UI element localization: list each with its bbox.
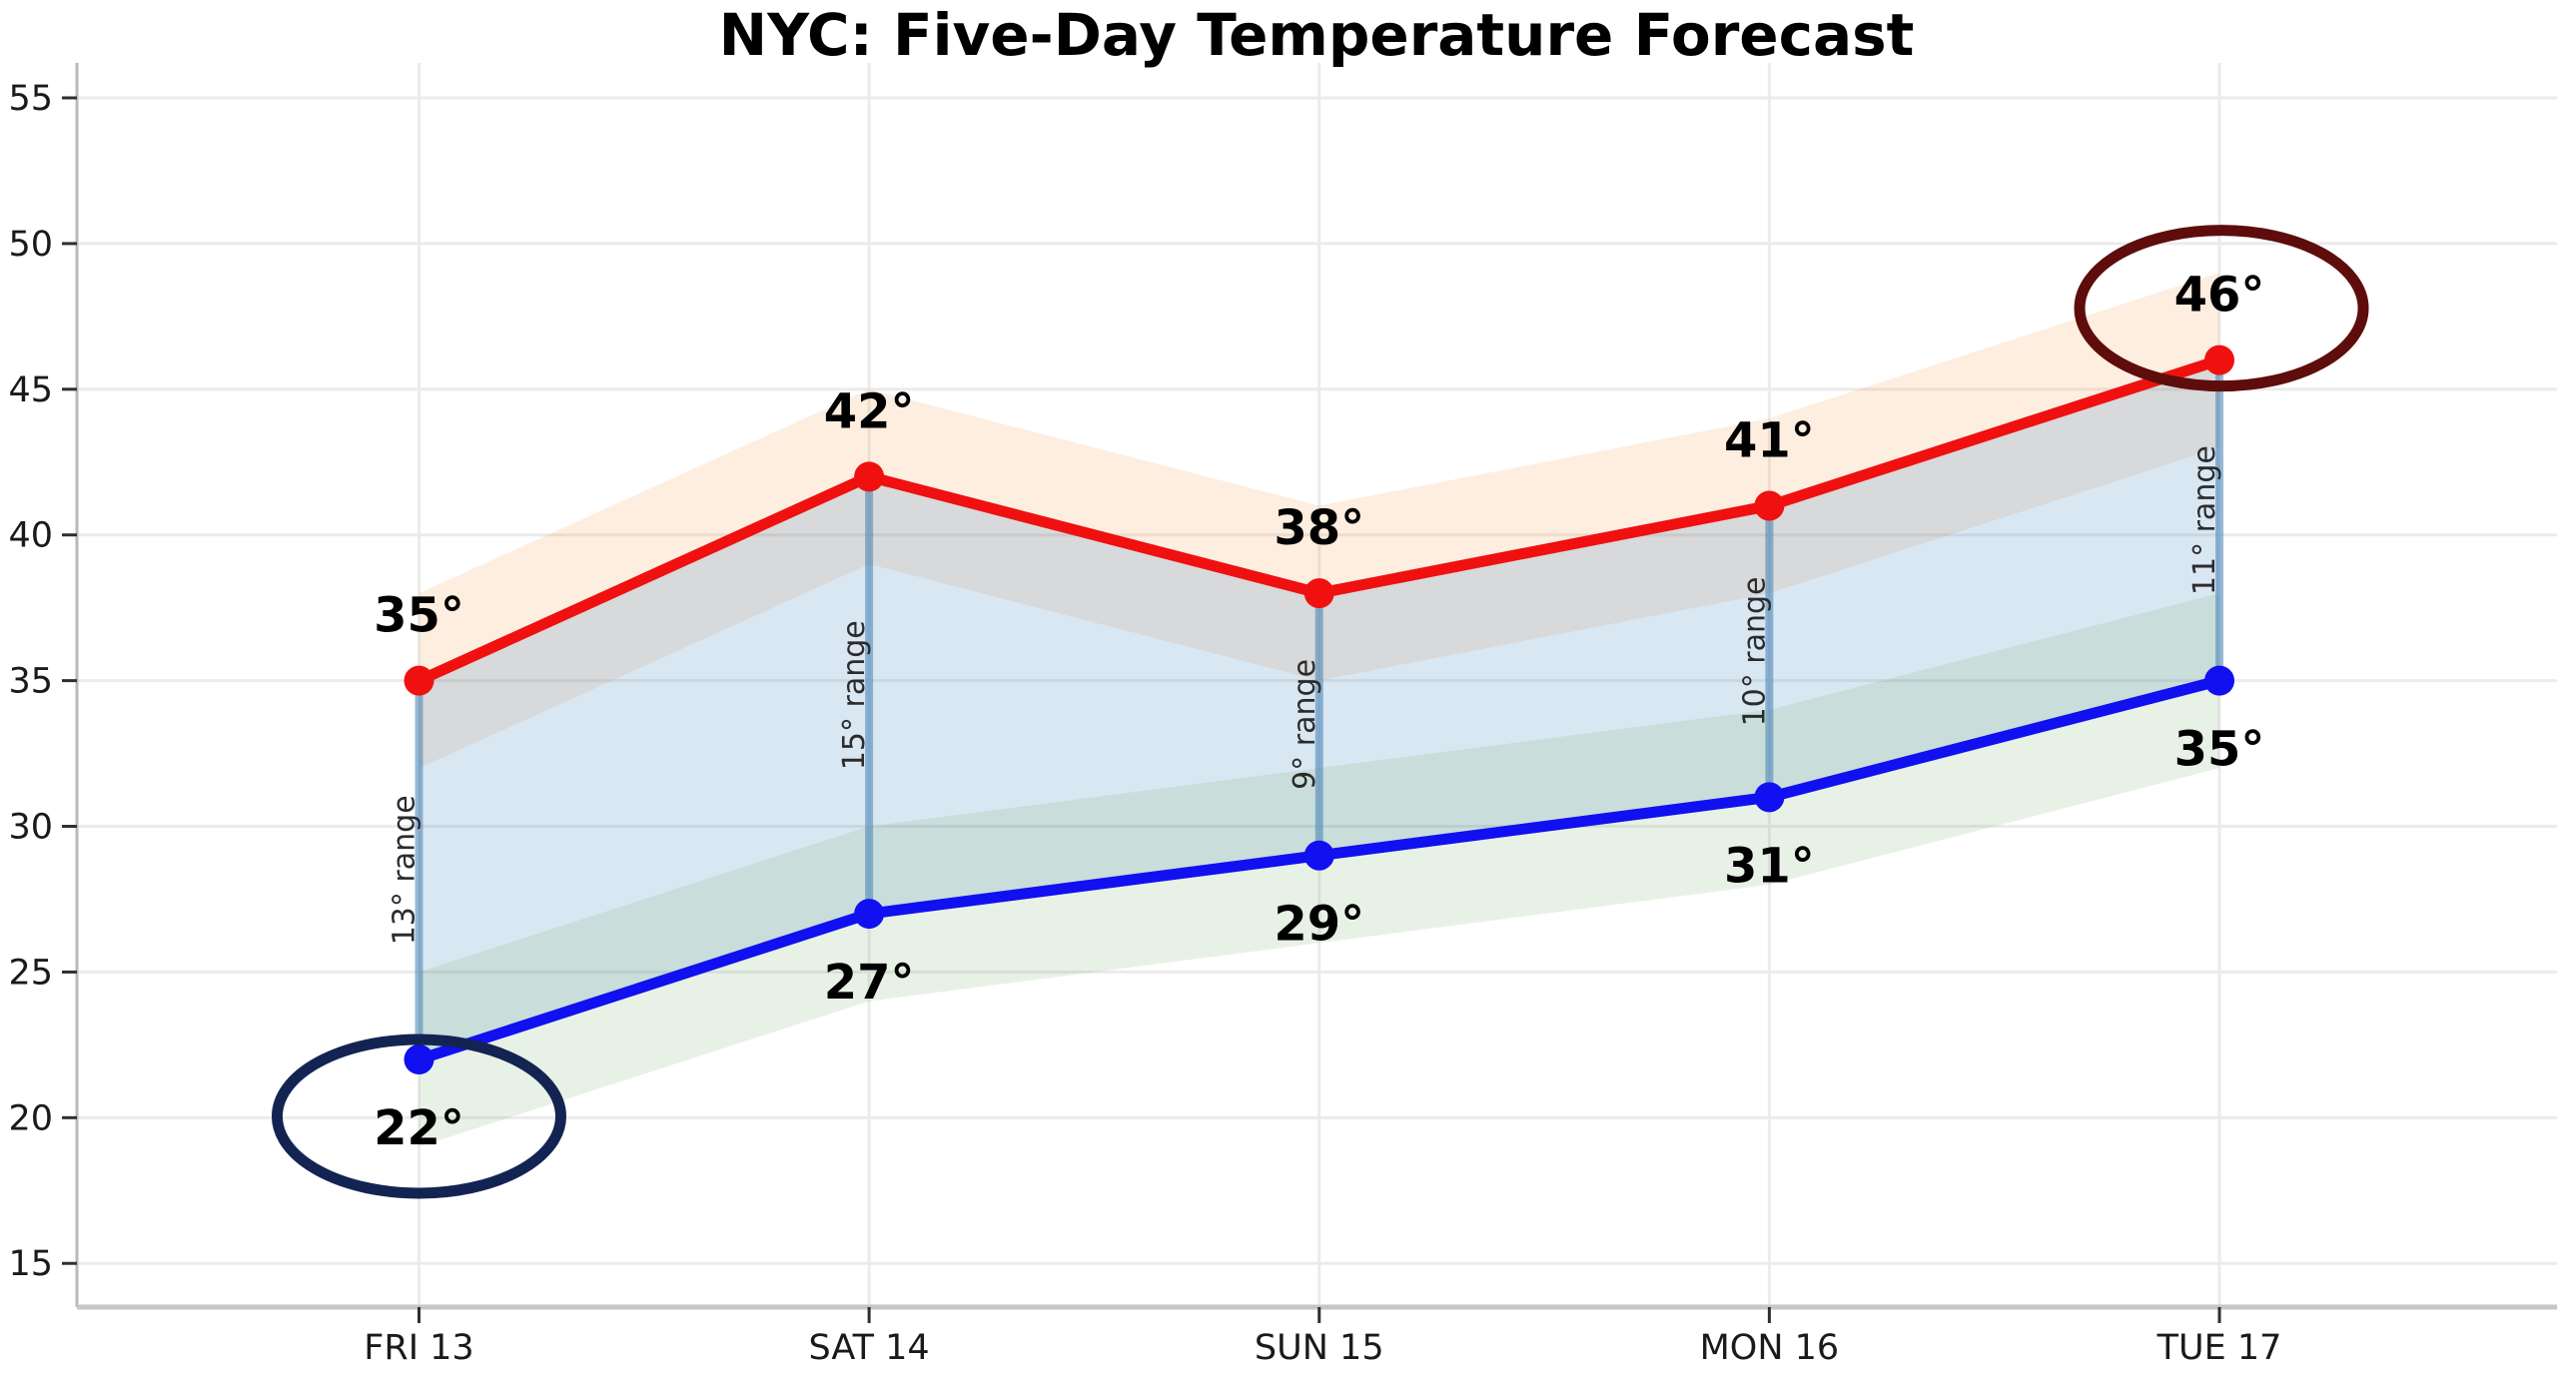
range-connectors: 13° range 15° range 9° range 10° range 11° r… <box>387 359 2224 1059</box>
range-label: 9° range <box>1288 659 1322 790</box>
data-point-markers <box>404 344 2235 1074</box>
y-tick-label: 15 <box>8 1244 53 1284</box>
low-highlight-ellipse <box>271 1034 566 1199</box>
y-tick-label: 30 <box>8 808 53 848</box>
high-uncertainty-band <box>419 273 2220 769</box>
value-labels: 35° 42° 38° 41° 46° 22° 27° 29° 31° 35° <box>374 268 2264 1156</box>
low-point-marker <box>1303 840 1334 871</box>
low-value-label: 31° <box>1724 838 1815 894</box>
high-point-marker <box>1754 490 1785 521</box>
x-tick-label: FRI 13 <box>364 1328 473 1368</box>
x-tick-label: SUN 15 <box>1255 1328 1384 1368</box>
low-value-label: 29° <box>1274 897 1364 953</box>
x-tick-label: TUE 17 <box>2156 1328 2282 1368</box>
high-value-label: 35° <box>374 588 464 644</box>
high-point-marker <box>404 665 434 696</box>
y-tick-label: 25 <box>8 953 53 993</box>
low-point-marker <box>854 899 885 930</box>
high-value-label: 46° <box>2174 268 2265 324</box>
low-value-label: 22° <box>374 1100 464 1156</box>
low-point-marker <box>404 1043 434 1074</box>
chart-title: NYC: Five-Day Temperature Forecast <box>719 1 1915 69</box>
range-label: 13° range <box>387 795 422 945</box>
x-tick-label: SAT 14 <box>809 1328 930 1368</box>
y-tick-label: 45 <box>8 370 53 410</box>
low-value-label: 35° <box>2174 722 2265 778</box>
high-value-label: 41° <box>1724 413 1815 469</box>
range-label: 15° range <box>837 620 872 770</box>
y-tick-label: 50 <box>8 225 53 265</box>
axes: 15 20 25 30 35 40 45 50 55 FRI 13 SAT 14 SUN 15 MON … <box>8 63 2557 1368</box>
high-point-marker <box>2204 344 2235 375</box>
range-label: 10° range <box>1737 576 1772 726</box>
low-point-marker <box>1754 782 1785 813</box>
x-tick-label: MON 16 <box>1700 1328 1840 1368</box>
high-point-marker <box>1303 578 1334 609</box>
y-tick-label: 40 <box>8 516 53 556</box>
high-point-marker <box>854 461 885 492</box>
range-label: 11° range <box>2187 445 2222 595</box>
y-tick-label: 20 <box>8 1098 53 1138</box>
high-value-label: 38° <box>1274 500 1364 556</box>
y-tick-label: 35 <box>8 662 53 702</box>
high-highlight-ellipse <box>2074 225 2369 392</box>
high-value-label: 42° <box>824 383 915 439</box>
low-value-label: 27° <box>824 955 915 1011</box>
low-point-marker <box>2204 665 2235 696</box>
y-tick-label: 55 <box>8 79 53 119</box>
highlight-annotations <box>271 225 2369 1199</box>
